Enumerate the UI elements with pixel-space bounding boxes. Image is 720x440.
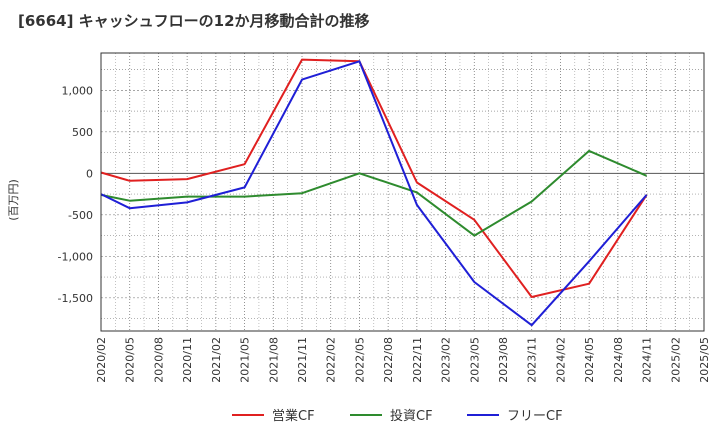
legend-label: 投資CF bbox=[390, 408, 433, 424]
x-tick-labels: 2020/02 2020/05 2020/08 2020/11 2021/02 2021/… bbox=[95, 337, 711, 383]
plot-frame bbox=[100, 52, 705, 332]
x-tick-label: 2023/11 bbox=[526, 337, 539, 383]
x-tick-label: 2021/02 bbox=[210, 337, 223, 383]
x-tick-label: 2024/08 bbox=[612, 337, 625, 383]
x-tick-label: 2022/08 bbox=[382, 337, 395, 383]
y-tick-label: 1,000 bbox=[62, 84, 94, 97]
legend-label: 営業CF bbox=[272, 408, 315, 424]
legend-label: フリーCF bbox=[507, 409, 563, 424]
x-tick-label: 2022/11 bbox=[411, 337, 424, 383]
x-tick-label: 2021/11 bbox=[296, 337, 309, 383]
x-tick-label: 2021/05 bbox=[239, 337, 252, 383]
x-tick-label: 2021/08 bbox=[267, 337, 280, 383]
x-tick-label: 2023/02 bbox=[440, 337, 453, 383]
x-tick-label: 2020/02 bbox=[95, 337, 108, 383]
series-line bbox=[100, 149, 647, 237]
y-tick-label: -1,500 bbox=[58, 292, 93, 305]
series-line bbox=[100, 60, 648, 327]
legend: 営業CF 投資CF フリーCF bbox=[232, 408, 563, 424]
x-tick-label: 2025/05 bbox=[698, 337, 711, 383]
y-tick-labels: 1,000 500 0 -500 -1,000 -1,500 bbox=[58, 84, 93, 304]
grid-lines bbox=[100, 53, 705, 331]
x-tick-label: 2024/05 bbox=[583, 337, 596, 383]
x-tick-label: 2024/02 bbox=[554, 337, 567, 383]
x-tick-label: 2023/05 bbox=[468, 337, 481, 383]
chart-title: [6664] キャッシュフローの12か月移動合計の推移 bbox=[18, 12, 370, 30]
y-tick-label: -500 bbox=[68, 209, 93, 222]
series-lines bbox=[100, 58, 648, 327]
x-tick-label: 2020/11 bbox=[181, 337, 194, 383]
x-tick-label: 2020/05 bbox=[124, 337, 137, 383]
y-tick-label: 500 bbox=[72, 126, 93, 139]
y-tick-label: -1,000 bbox=[58, 250, 93, 263]
x-tick-label: 2022/02 bbox=[325, 337, 338, 383]
x-tick-label: 2024/11 bbox=[641, 337, 654, 383]
x-tick-label: 2025/02 bbox=[669, 337, 682, 383]
y-tick-label: 0 bbox=[86, 167, 93, 180]
x-tick-label: 2023/08 bbox=[497, 337, 510, 383]
y-axis-label: (百万円) bbox=[7, 179, 20, 221]
x-tick-label: 2022/05 bbox=[353, 337, 366, 383]
x-tick-label: 2020/08 bbox=[152, 337, 165, 383]
